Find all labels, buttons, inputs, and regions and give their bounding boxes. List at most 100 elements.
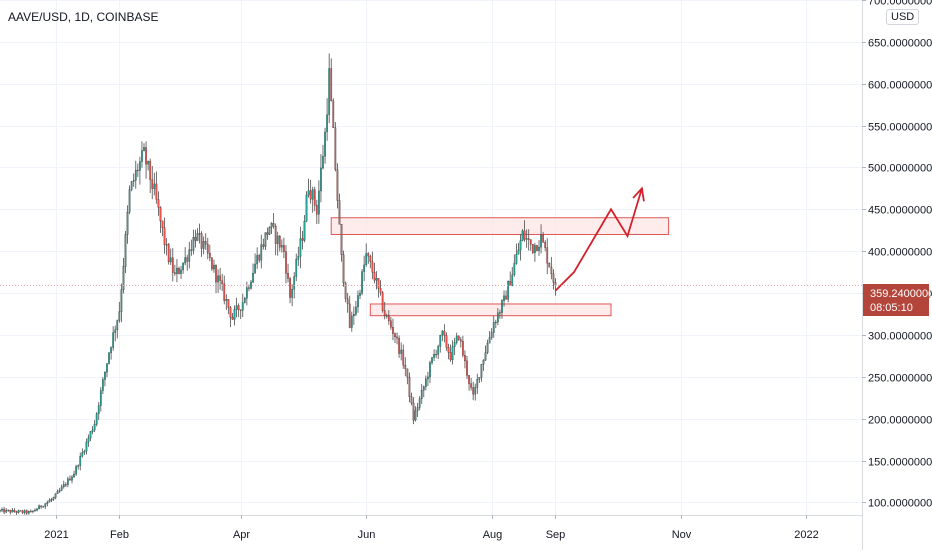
candle-body — [17, 510, 20, 513]
y-tick-label: 500.00000000 — [868, 163, 932, 175]
candle-body — [507, 281, 510, 300]
candle-body — [311, 189, 314, 200]
candle-body — [48, 500, 51, 503]
candle-body — [346, 298, 349, 305]
candle-body — [91, 429, 94, 432]
last-price-value: 359.24000000 — [870, 288, 932, 300]
candle-body — [344, 282, 347, 299]
candle-body — [233, 309, 236, 320]
candle-body — [429, 362, 431, 378]
candle-body — [235, 305, 238, 310]
candle-body — [447, 347, 450, 353]
symbol-title[interactable]: AAVE/USD, 1D, COINBASE — [8, 10, 159, 24]
candle-body — [443, 330, 446, 336]
zone-layer[interactable] — [330, 217, 670, 317]
candle-body — [420, 390, 423, 399]
candle-body — [457, 335, 460, 340]
candle-body — [392, 327, 394, 334]
candle-body — [69, 478, 71, 481]
candle-body — [542, 234, 544, 243]
candle-body — [87, 437, 90, 443]
candle-body — [472, 387, 475, 395]
projection-arrow-layer[interactable] — [554, 186, 645, 292]
candle-body — [490, 332, 493, 338]
candle-body — [361, 271, 363, 294]
candle-body — [202, 241, 205, 249]
candle-body — [60, 486, 63, 491]
candle-body — [484, 352, 487, 361]
candle-body — [342, 254, 345, 284]
projection-arrow-head[interactable] — [632, 186, 645, 202]
candle-body — [75, 466, 77, 475]
candle-body — [250, 281, 252, 289]
candle-body — [519, 240, 522, 251]
resistance-zone[interactable] — [369, 303, 612, 317]
candle-body — [62, 484, 65, 488]
candle-body — [206, 243, 209, 254]
candle-body — [474, 387, 477, 395]
candle-body — [58, 489, 61, 492]
candle-body — [348, 303, 351, 328]
candle-body — [437, 346, 440, 355]
candle-body — [406, 368, 409, 378]
candle-body — [322, 156, 324, 169]
candle-body — [186, 257, 189, 262]
y-tick-label: 400.00000000 — [868, 247, 932, 259]
candle-body — [385, 315, 388, 317]
candle-body — [120, 289, 123, 312]
candle-body — [531, 244, 534, 253]
currency-button[interactable]: USD — [886, 9, 920, 25]
candle-body — [213, 265, 215, 270]
candle-body — [243, 298, 246, 303]
candle-body — [21, 510, 24, 513]
candle-body — [390, 320, 392, 328]
x-tick-label: 2022 — [794, 529, 818, 541]
candle-body — [130, 181, 133, 190]
candle-body — [132, 180, 135, 182]
candle-body — [441, 330, 444, 336]
candle-body — [416, 407, 419, 411]
projection-arrow[interactable] — [554, 188, 643, 292]
candle-body — [332, 100, 335, 129]
candle-body — [112, 332, 115, 348]
candle-body — [377, 278, 380, 289]
candle-body — [23, 510, 26, 513]
candle-body — [157, 199, 160, 208]
candle-body — [153, 183, 156, 189]
candle-body — [453, 342, 456, 347]
time-axis[interactable]: 2021 Feb Apr Jun Aug Sep Nov 2022 — [44, 515, 819, 541]
candle-body — [295, 259, 298, 277]
candle-body — [42, 506, 45, 508]
candle-body — [470, 383, 472, 388]
candle-body — [106, 363, 108, 373]
candle-body — [486, 342, 489, 353]
candle-body — [200, 233, 203, 249]
candle-body — [141, 150, 143, 162]
resistance-zone[interactable] — [330, 217, 670, 235]
x-tick-label: Jun — [358, 529, 376, 541]
x-tick-label: Apr — [233, 529, 250, 541]
candle-body — [252, 272, 254, 283]
candle-body — [169, 257, 172, 263]
candle-body — [330, 68, 333, 102]
candle-body — [227, 299, 230, 308]
candle-body — [19, 510, 22, 512]
candle-body — [258, 255, 261, 261]
candle-body — [1, 509, 3, 511]
candle-body — [396, 336, 398, 339]
candle-body — [418, 398, 421, 408]
candle-body — [36, 508, 38, 511]
candle-body — [192, 237, 195, 251]
candle-body — [173, 272, 176, 274]
candle-body — [73, 473, 75, 478]
candle-body — [334, 127, 337, 170]
candle-body — [422, 386, 425, 391]
candle-body — [264, 232, 267, 247]
candle-body — [427, 376, 429, 380]
candle-body — [89, 431, 92, 439]
candle-body — [124, 234, 127, 267]
candle-body — [410, 396, 413, 404]
